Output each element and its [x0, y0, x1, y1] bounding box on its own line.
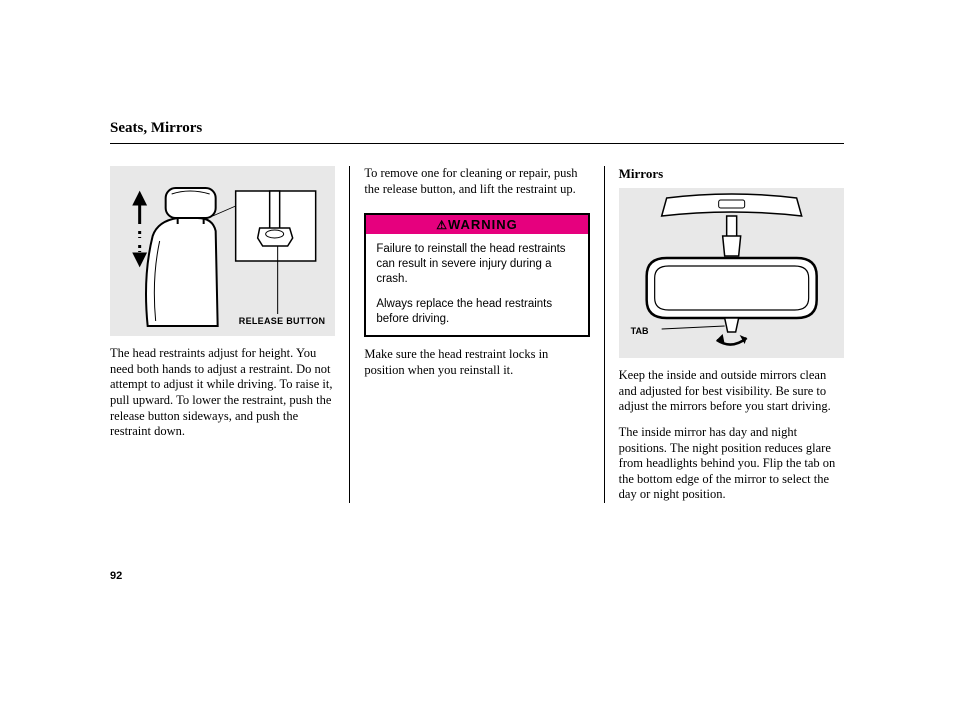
warning-header-text: WARNING: [448, 217, 518, 232]
col3-body2: The inside mirror has day and night posi…: [619, 425, 844, 503]
manual-page: Seats, Mirrors: [0, 0, 954, 543]
release-button-label: RELEASE BUTTON: [239, 316, 326, 326]
column-2: To remove one for cleaning or repair, pu…: [350, 166, 604, 503]
warning-p2: Always replace the head restraints befor…: [376, 297, 577, 327]
page-title: Seats, Mirrors: [110, 120, 844, 144]
mirror-illustration: TAB: [619, 188, 844, 358]
column-layout: RELEASE BUTTON The head restraints adjus…: [110, 166, 844, 503]
headrest-illustration: RELEASE BUTTON: [110, 166, 335, 336]
mirror-svg: [619, 188, 844, 358]
warning-triangle-icon: ⚠: [436, 218, 448, 232]
mirrors-heading: Mirrors: [619, 166, 844, 182]
column-1: RELEASE BUTTON The head restraints adjus…: [110, 166, 350, 503]
page-number: 92: [110, 570, 122, 582]
headrest-svg: [110, 166, 335, 336]
warning-header: ⚠WARNING: [366, 215, 587, 234]
col2-after-text: Make sure the head restraint locks in po…: [364, 347, 589, 378]
col3-body1: Keep the inside and outside mirrors clea…: [619, 368, 844, 415]
column-3: Mirrors: [605, 166, 844, 503]
col1-body-text: The head restraints adjust for height. Y…: [110, 346, 335, 440]
warning-p1: Failure to reinstall the head restraints…: [376, 242, 577, 287]
tab-label: TAB: [631, 326, 649, 336]
warning-body: Failure to reinstall the head restraints…: [366, 234, 587, 335]
warning-box: ⚠WARNING Failure to reinstall the head r…: [364, 213, 589, 337]
col2-intro-text: To remove one for cleaning or repair, pu…: [364, 166, 589, 197]
